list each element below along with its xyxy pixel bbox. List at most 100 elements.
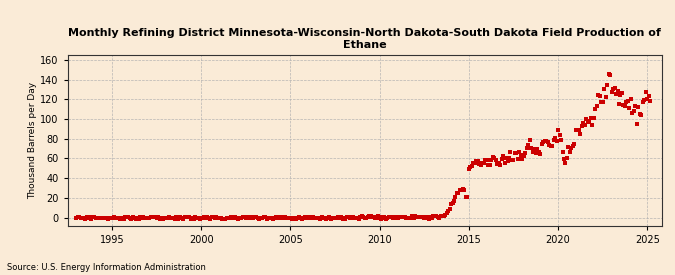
Point bbox=[350, 216, 361, 220]
Point bbox=[172, 216, 183, 221]
Point bbox=[192, 215, 202, 220]
Point bbox=[538, 140, 549, 144]
Point bbox=[142, 216, 153, 220]
Point bbox=[365, 214, 376, 219]
Point bbox=[153, 215, 163, 219]
Point bbox=[197, 216, 208, 220]
Point bbox=[296, 216, 306, 221]
Point bbox=[505, 150, 516, 155]
Point bbox=[479, 161, 489, 166]
Point bbox=[458, 187, 468, 191]
Point bbox=[182, 215, 193, 219]
Point bbox=[443, 208, 454, 213]
Point bbox=[402, 216, 413, 220]
Point bbox=[214, 216, 225, 220]
Point bbox=[251, 215, 262, 219]
Point bbox=[310, 215, 321, 220]
Point bbox=[352, 216, 362, 221]
Point bbox=[190, 215, 200, 219]
Point bbox=[74, 215, 85, 219]
Point bbox=[200, 215, 211, 220]
Point bbox=[291, 216, 302, 221]
Point bbox=[376, 216, 387, 221]
Point bbox=[453, 190, 464, 195]
Point bbox=[173, 215, 184, 219]
Point bbox=[441, 211, 452, 215]
Point bbox=[499, 160, 510, 165]
Point bbox=[215, 216, 226, 220]
Point bbox=[574, 128, 585, 133]
Point bbox=[132, 216, 143, 220]
Point bbox=[541, 139, 551, 144]
Point bbox=[199, 215, 210, 219]
Point bbox=[117, 216, 128, 221]
Point bbox=[319, 216, 330, 221]
Point bbox=[572, 127, 583, 132]
Point bbox=[184, 215, 195, 219]
Point bbox=[422, 216, 433, 220]
Point bbox=[236, 216, 247, 221]
Point bbox=[260, 215, 271, 219]
Point bbox=[579, 123, 590, 127]
Point bbox=[444, 207, 455, 211]
Point bbox=[207, 215, 217, 220]
Point bbox=[346, 215, 357, 220]
Point bbox=[539, 139, 550, 143]
Point bbox=[432, 215, 443, 219]
Point bbox=[82, 215, 92, 219]
Point bbox=[524, 138, 535, 142]
Point bbox=[242, 215, 252, 219]
Point bbox=[155, 216, 165, 221]
Point bbox=[196, 216, 207, 220]
Point bbox=[404, 216, 415, 220]
Point bbox=[495, 163, 506, 167]
Point bbox=[140, 216, 151, 220]
Point bbox=[269, 216, 279, 220]
Point bbox=[270, 215, 281, 219]
Point bbox=[434, 215, 445, 220]
Point bbox=[622, 99, 633, 103]
Point bbox=[136, 216, 147, 221]
Point bbox=[396, 214, 407, 219]
Point bbox=[312, 215, 323, 220]
Point bbox=[324, 215, 335, 220]
Point bbox=[156, 216, 167, 221]
Point bbox=[370, 216, 381, 221]
Point bbox=[224, 216, 235, 220]
Point bbox=[428, 214, 439, 218]
Point bbox=[151, 215, 162, 220]
Point bbox=[259, 215, 269, 219]
Point bbox=[465, 165, 476, 170]
Point bbox=[412, 215, 423, 219]
Point bbox=[562, 156, 572, 160]
Point bbox=[339, 216, 350, 220]
Point bbox=[322, 215, 333, 220]
Point bbox=[282, 216, 293, 220]
Point bbox=[475, 163, 486, 168]
Point bbox=[77, 216, 88, 221]
Point bbox=[487, 154, 498, 159]
Point bbox=[306, 216, 317, 221]
Point bbox=[208, 215, 219, 219]
Point bbox=[292, 216, 303, 221]
Point bbox=[123, 215, 134, 219]
Point bbox=[287, 216, 298, 221]
Point bbox=[328, 216, 339, 221]
Point bbox=[263, 216, 273, 220]
Point bbox=[107, 216, 117, 220]
Point bbox=[517, 156, 528, 161]
Point bbox=[374, 215, 385, 219]
Point bbox=[234, 216, 245, 221]
Point bbox=[302, 216, 313, 221]
Point bbox=[446, 201, 456, 206]
Point bbox=[575, 132, 586, 136]
Point bbox=[471, 159, 482, 163]
Point bbox=[400, 215, 410, 219]
Point bbox=[385, 215, 396, 219]
Point bbox=[612, 89, 623, 93]
Point bbox=[354, 216, 364, 221]
Point bbox=[439, 213, 450, 217]
Point bbox=[171, 215, 182, 219]
Point bbox=[358, 215, 369, 219]
Point bbox=[317, 215, 327, 219]
